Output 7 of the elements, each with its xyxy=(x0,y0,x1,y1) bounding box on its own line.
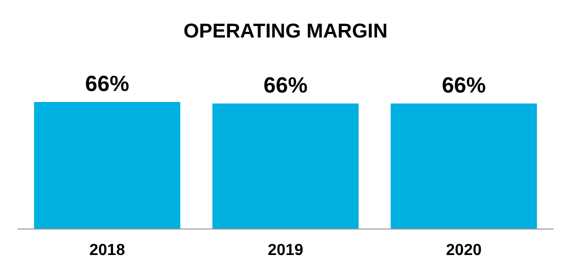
x-tick-label: 2018 xyxy=(89,242,126,259)
chart-title: OPERATING MARGIN xyxy=(183,20,388,43)
data-label: 66% xyxy=(85,71,130,96)
x-tick-label: 2019 xyxy=(268,242,304,259)
x-tick-label: 2020 xyxy=(446,242,482,259)
data-label: 66% xyxy=(263,72,308,98)
data-label: 66% xyxy=(442,72,486,98)
